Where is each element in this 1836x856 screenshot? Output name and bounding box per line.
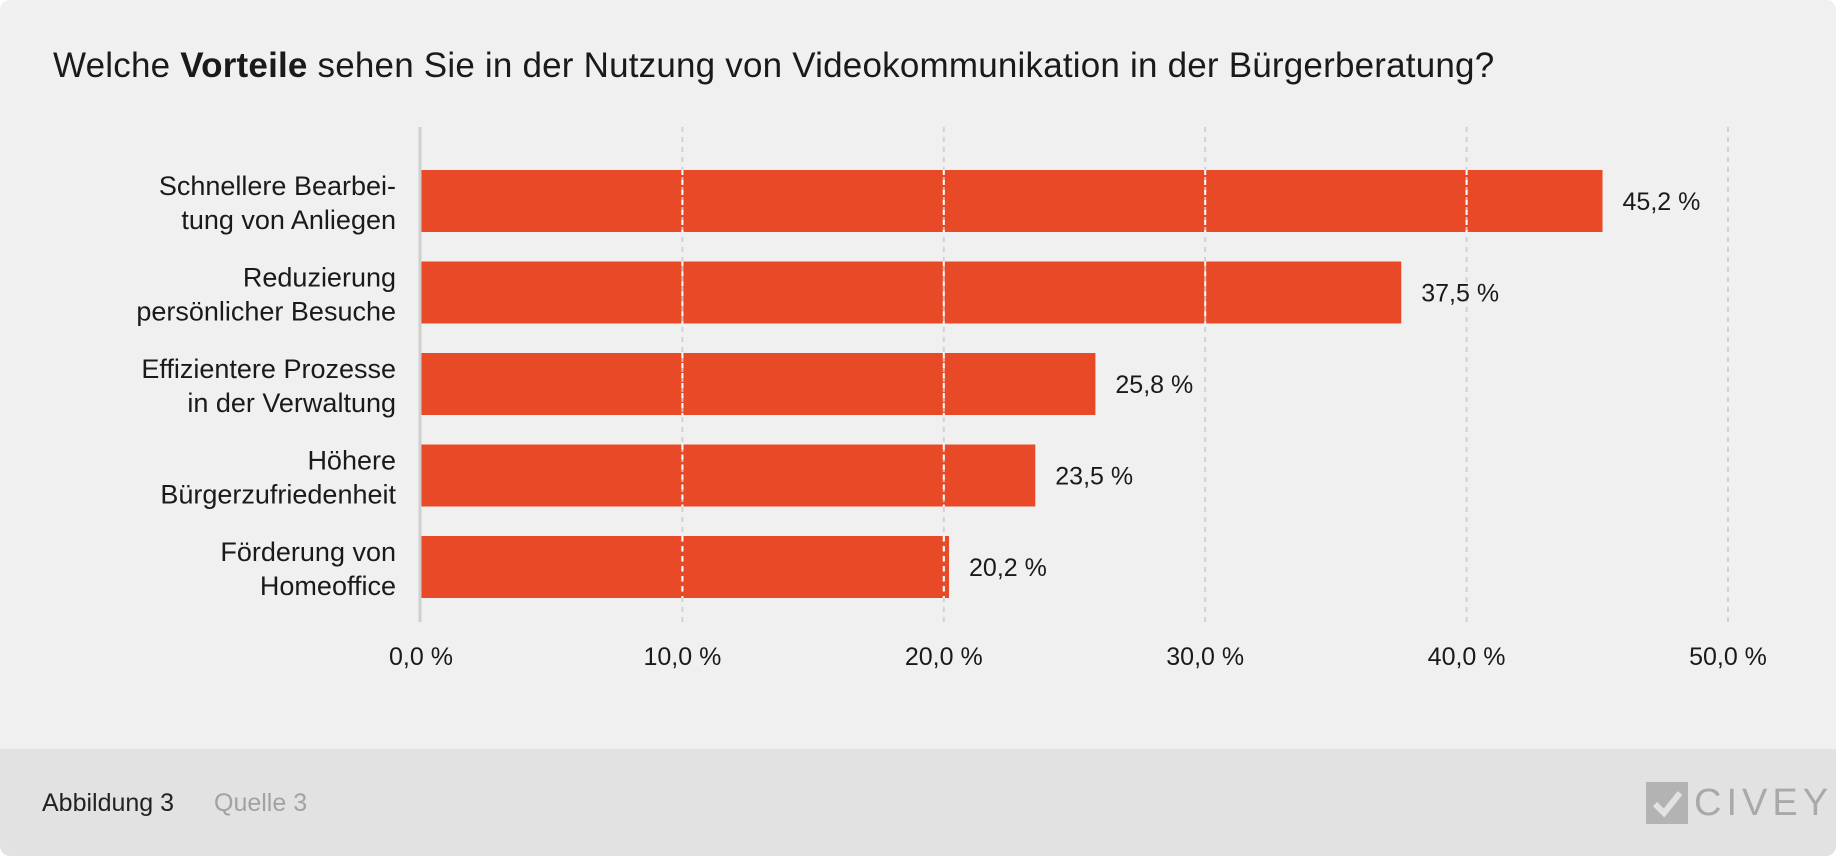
category-label-line: tung von Anliegen bbox=[181, 205, 396, 235]
footer-bar: Abbildung 3 Quelle 3 CIVEY bbox=[0, 749, 1836, 856]
category-label-line: Homeoffice bbox=[260, 571, 396, 601]
category-label-0: Schnellere Bearbei-tung von Anliegen bbox=[159, 171, 396, 235]
bar-chart: 45,2 % 37,5 % 25,8 % 23,5 % 20,2 % Schnellere… bbox=[136, 127, 1767, 671]
category-label-line: persönlicher Besuche bbox=[136, 297, 396, 327]
bar-0 bbox=[421, 170, 1603, 232]
category-label-3: Höhere Bürgerzufriedenheit bbox=[160, 446, 396, 510]
category-label-line: Reduzierung bbox=[243, 263, 396, 293]
source-label[interactable]: Quelle 3 bbox=[214, 789, 308, 817]
category-label-line: Höhere bbox=[307, 446, 396, 476]
value-label-3: 23,5 % bbox=[1055, 463, 1133, 491]
category-label-line: Schnellere Bearbei- bbox=[159, 171, 396, 201]
tick-label-3: 30,0 % bbox=[1166, 643, 1244, 671]
logo-wordmark: CIVEY bbox=[1694, 781, 1834, 824]
title-emphasis: Vorteile bbox=[180, 46, 308, 85]
value-label-4: 20,2 % bbox=[969, 554, 1047, 582]
tick-label-4: 40,0 % bbox=[1428, 643, 1506, 671]
chart-title: Welche Vorteile sehen Sie in der Nutzung… bbox=[53, 46, 1494, 86]
category-label-line: in der Verwaltung bbox=[187, 388, 396, 418]
bar-2 bbox=[421, 353, 1096, 415]
civey-logo-icon bbox=[1646, 782, 1688, 824]
category-label-4: Förderung von Homeoffice bbox=[220, 537, 396, 601]
bar-4 bbox=[421, 536, 950, 598]
category-label-line: Effizientere Prozesse bbox=[141, 354, 396, 384]
bar-3 bbox=[421, 444, 1036, 507]
category-label-line: Förderung von bbox=[220, 537, 396, 567]
category-label-1: Reduzierung persönlicher Besuche bbox=[136, 263, 396, 327]
tick-label-5: 50,0 % bbox=[1689, 643, 1767, 671]
value-label-0: 45,2 % bbox=[1623, 188, 1701, 216]
category-label-2: Effizientere Prozesse in der Verwaltung bbox=[141, 354, 396, 418]
title-suffix: sehen Sie in der Nutzung von Videokommun… bbox=[307, 46, 1495, 85]
tick-label-1: 10,0 % bbox=[643, 643, 721, 671]
figure-label: Abbildung 3 bbox=[42, 789, 175, 817]
value-label-1: 37,5 % bbox=[1421, 280, 1499, 308]
civey-logo: CIVEY bbox=[1646, 781, 1833, 825]
tick-label-0: 0,0 % bbox=[389, 643, 453, 671]
value-label-2: 25,8 % bbox=[1115, 371, 1193, 399]
title-prefix: Welche bbox=[53, 46, 181, 85]
tick-label-2: 20,0 % bbox=[905, 643, 983, 671]
bar-1 bbox=[421, 261, 1402, 324]
category-label-line: Bürgerzufriedenheit bbox=[160, 480, 396, 510]
